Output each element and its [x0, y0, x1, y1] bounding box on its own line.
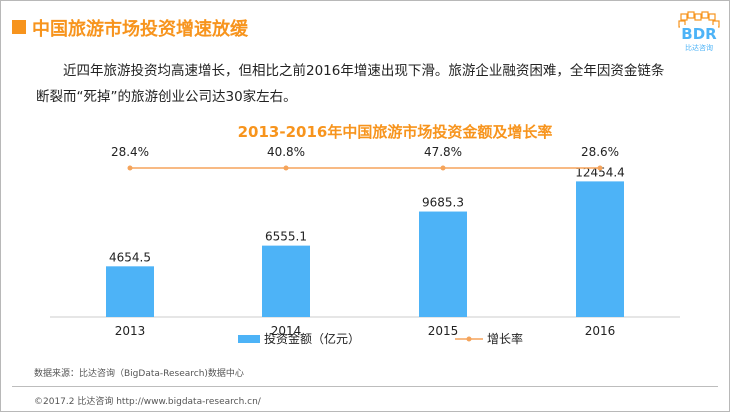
copyright-note: ©2017.2 比达咨询 http://www.bigdata-research…	[34, 397, 261, 407]
growth-rate-label: 47.8%	[424, 145, 462, 159]
title-accent-marker	[12, 20, 26, 34]
legend-bar-swatch	[238, 335, 260, 343]
growth-rate-point-2016	[597, 165, 603, 171]
bar-2016	[576, 181, 624, 317]
x-tick-label: 2013	[115, 324, 146, 338]
logo-text: BDR	[681, 25, 717, 43]
page-title: 中国旅游市场投资增速放缓	[32, 19, 248, 40]
bar-value-label: 4654.5	[109, 250, 151, 264]
x-tick-label: 2015	[428, 324, 459, 338]
bar-2013	[106, 266, 154, 317]
bar-2015	[419, 211, 467, 317]
x-tick-label: 2016	[585, 324, 616, 338]
summary-paragraph: 近四年旅游投资均高速增长，但相比之前2016年增速出现下滑。旅游企业融资困难，全…	[36, 63, 665, 105]
growth-rate-point-2014	[283, 165, 289, 171]
growth-rate-point-2013	[127, 165, 133, 171]
bdr-logo-icon: BDR 比达咨询	[678, 11, 720, 52]
legend-line-marker	[466, 336, 472, 342]
legend-line-label: 增长率	[487, 331, 523, 346]
growth-rate-label: 28.4%	[111, 145, 149, 159]
footer-divider	[12, 386, 718, 387]
x-tick-label: 2014	[271, 324, 302, 338]
data-source-note: 数据来源：比达咨询（BigData-Research)数据中心	[34, 369, 244, 379]
chart-title: 2013-2016年中国旅游市场投资金额及增长率	[238, 123, 553, 141]
growth-rate-label: 40.8%	[267, 145, 305, 159]
legend-bar-label: 投资金额（亿元）	[264, 331, 360, 346]
bar-value-label: 6555.1	[265, 230, 307, 244]
bar-value-label: 9685.3	[422, 196, 464, 210]
logo-subtext: 比达咨询	[685, 43, 713, 52]
investment-chart: 2013-2016年中国旅游市场投资金额及增长率 4654.5 2013 6555.…	[50, 123, 680, 346]
bar-value-label: 12454.4	[575, 165, 625, 179]
growth-rate-label: 28.6%	[581, 145, 619, 159]
bar-2014	[262, 245, 310, 317]
growth-rate-point-2015	[440, 165, 446, 171]
